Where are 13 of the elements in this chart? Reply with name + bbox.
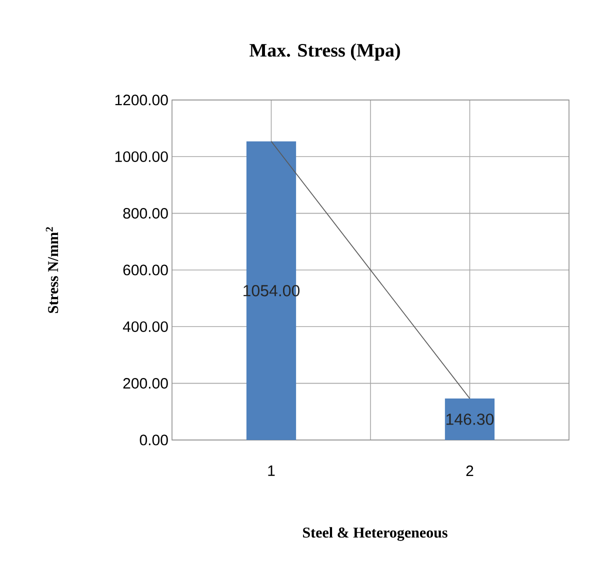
y-tick-label: 0.00 xyxy=(140,434,168,446)
y-tick-label: 600.00 xyxy=(123,264,168,276)
y-tick-label: 800.00 xyxy=(123,208,168,219)
y-tick-label: 400.00 xyxy=(122,321,168,332)
chart-title: Max. Stress (Mpa) xyxy=(250,43,400,61)
data-label: 146.30 xyxy=(446,414,494,425)
x-tick-label: 1 xyxy=(268,466,275,476)
y-axis-title: Stress N/mm$^{2}$ xyxy=(46,227,58,313)
x-axis-title: Steel & Heterogeneous xyxy=(303,527,448,541)
x-tick-label: 2 xyxy=(466,466,474,476)
y-tick-label: 1200.00 xyxy=(115,94,168,106)
y-tick-label: 1000.00 xyxy=(115,151,168,162)
y-tick-label: 200.00 xyxy=(123,378,168,389)
